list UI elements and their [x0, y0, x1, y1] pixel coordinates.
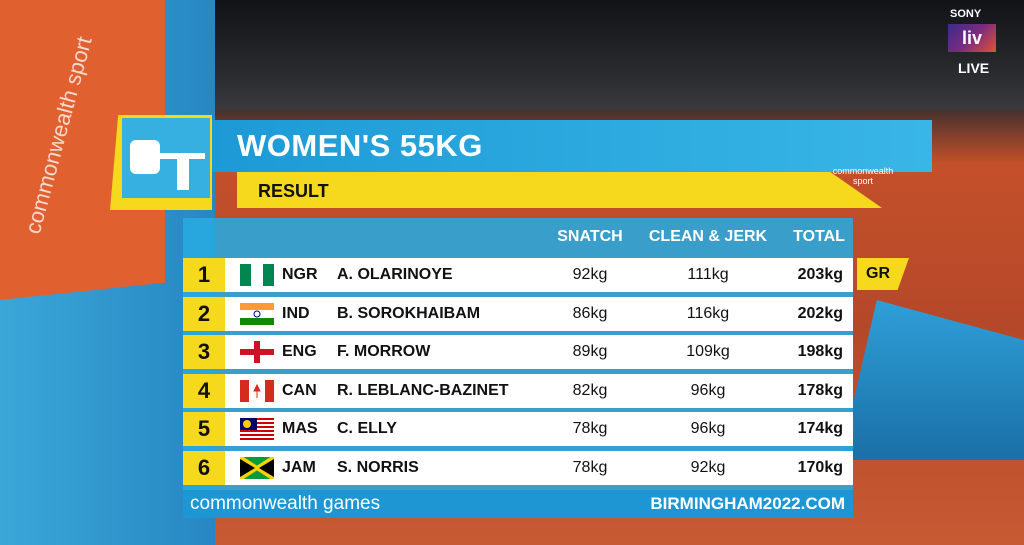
broadcaster-app: liv — [948, 24, 996, 52]
flag-graphic — [240, 264, 274, 286]
flag-graphic — [240, 302, 274, 325]
rank: 4 — [183, 373, 225, 408]
clean-and-jerk: 111kg — [687, 266, 729, 283]
snatch: 86kg — [572, 304, 608, 322]
snatch: 92kg — [572, 266, 608, 283]
snatch: 78kg — [572, 420, 608, 438]
country-code: JAM — [282, 459, 316, 476]
rank: 2 — [183, 296, 225, 331]
total: 178kg — [797, 381, 843, 399]
icon-graphic — [130, 140, 205, 190]
row-background — [225, 451, 853, 485]
athlete-name: C. ELLY — [337, 420, 397, 438]
subtitle: RESULT — [258, 181, 329, 201]
row-background — [225, 296, 853, 331]
snatch: 82kg — [572, 381, 608, 399]
row-background — [225, 335, 853, 370]
title: WOMEN'S 55KG — [237, 128, 483, 163]
footer-left: commonwealth games — [190, 493, 381, 514]
flag-graphic — [240, 341, 274, 364]
floor-decoration — [840, 300, 1024, 460]
flag — [240, 264, 274, 286]
total: 202kg — [797, 304, 843, 322]
rank: 6 — [183, 451, 225, 485]
record-badge: GR — [857, 258, 909, 290]
flag — [240, 379, 274, 402]
flag-graphic — [240, 418, 274, 441]
athlete-name: S. NORRIS — [337, 459, 419, 476]
clean-and-jerk: 92kg — [690, 459, 726, 476]
athlete-name: R. LEBLANC-BAZINET — [337, 381, 509, 399]
logo: commonwealth sport — [832, 166, 894, 186]
subtitle-bar — [237, 172, 882, 208]
country-code: MAS — [282, 420, 318, 438]
athlete-name: F. MORROW — [337, 343, 431, 361]
header-band — [212, 120, 932, 172]
snatch: 78kg — [572, 459, 608, 476]
clean-and-jerk: 96kg — [690, 381, 726, 399]
clean-and-jerk: 96kg — [690, 420, 726, 438]
rank: 3 — [183, 335, 225, 370]
column-header: CLEAN & JERK — [648, 228, 768, 245]
snatch: 89kg — [572, 343, 608, 361]
total: 198kg — [797, 343, 843, 361]
rank: 1 — [183, 258, 225, 292]
footer-bar — [183, 490, 853, 518]
flag — [238, 455, 276, 481]
row-background — [225, 258, 853, 292]
arena-background — [215, 0, 1024, 110]
flag-graphic — [238, 455, 276, 481]
broadcaster-brand: SONY — [950, 8, 982, 20]
row-background — [225, 412, 853, 447]
country-code: IND — [282, 304, 310, 322]
country-code: CAN — [282, 381, 317, 399]
athlete-name: A. OLARINOYE — [337, 266, 453, 283]
total: 170kg — [797, 459, 843, 476]
athlete-name: B. SOROKHAIBAM — [337, 304, 481, 322]
total: 203kg — [797, 266, 843, 283]
row-background — [225, 373, 853, 408]
country-code: NGR — [282, 266, 318, 283]
total: 174kg — [797, 420, 843, 438]
footer-right: BIRMINGHAM2022.COM — [650, 494, 845, 513]
column-header: TOTAL — [793, 228, 845, 245]
flag — [240, 302, 274, 325]
column-header: SNATCH — [557, 228, 623, 245]
clean-and-jerk: 109kg — [686, 343, 730, 361]
rank: 5 — [183, 412, 225, 447]
clean-and-jerk: 116kg — [686, 304, 730, 322]
flag — [240, 418, 274, 441]
country-code: ENG — [282, 343, 317, 361]
weightlifting-icon — [122, 118, 210, 198]
live-status: LIVE — [958, 60, 990, 76]
flag-graphic — [240, 379, 274, 402]
flag — [240, 341, 274, 364]
